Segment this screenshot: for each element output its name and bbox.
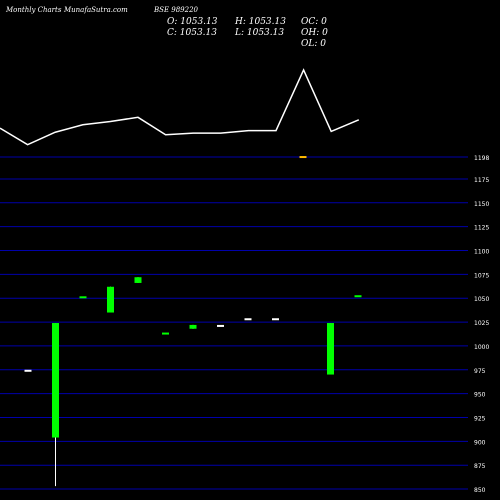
candle <box>134 277 142 283</box>
price-gridlines <box>0 156 468 490</box>
price-tick-label: 875 <box>474 463 486 470</box>
price-tick-label: 1150 <box>474 201 489 208</box>
candle-body <box>244 318 252 321</box>
candle-body <box>24 369 32 372</box>
candle <box>189 324 197 329</box>
price-tick-label: 900 <box>474 439 486 446</box>
price-tick-label: 1050 <box>474 296 489 303</box>
close-value: C: 1053.13 <box>167 28 217 38</box>
price-tick-label: 925 <box>474 415 486 422</box>
candle <box>79 296 87 299</box>
candle-body <box>79 296 87 299</box>
oh-value: OH: 0 <box>301 28 328 38</box>
price-tick-labels: 1198 1175 1150 1125 1100 1075 1050 1025 1000 975 9… <box>474 155 489 494</box>
price-tick-label: 1175 <box>474 177 489 184</box>
candles <box>24 156 362 487</box>
price-tick-label: 975 <box>474 368 486 375</box>
candle <box>299 156 307 159</box>
candle <box>24 369 32 372</box>
candle-body <box>327 323 334 375</box>
candle-body <box>134 277 142 283</box>
candle <box>162 332 169 335</box>
candle <box>272 318 279 321</box>
candle <box>107 286 114 313</box>
high-value: H: 1053.13 <box>234 17 286 27</box>
price-tick-label: 1025 <box>474 320 489 327</box>
symbol-label: BSE 989220 <box>153 6 199 14</box>
low-value: L: 1053.13 <box>234 28 284 38</box>
candle-body <box>299 156 307 159</box>
candle <box>244 318 252 321</box>
candle <box>217 324 224 327</box>
oc-value: OC: 0 <box>301 17 327 27</box>
price-tick-label: 1198 <box>474 155 489 162</box>
candle-body <box>52 323 59 438</box>
chart-title: Monthly Charts <box>5 6 62 14</box>
candle <box>327 323 334 375</box>
price-tick-label: 1125 <box>474 225 489 232</box>
volume-line <box>0 68 360 146</box>
candle <box>354 295 362 298</box>
candle-body <box>162 332 169 335</box>
candle-body <box>354 295 362 298</box>
price-tick-label: 850 <box>474 487 486 494</box>
candle-body <box>272 318 279 321</box>
candle-body <box>189 324 197 329</box>
candle-body <box>217 324 224 327</box>
candle-body <box>107 286 114 313</box>
open-value: O: 1053.13 <box>167 17 218 27</box>
site-name: MunafaSutra.com <box>63 6 128 14</box>
candle <box>52 323 59 487</box>
price-tick-label: 1075 <box>474 272 489 279</box>
price-tick-label: 1100 <box>474 249 489 256</box>
price-tick-label: 1000 <box>474 344 489 351</box>
ol-value: OL: 0 <box>301 39 326 49</box>
price-tick-label: 950 <box>474 392 486 399</box>
